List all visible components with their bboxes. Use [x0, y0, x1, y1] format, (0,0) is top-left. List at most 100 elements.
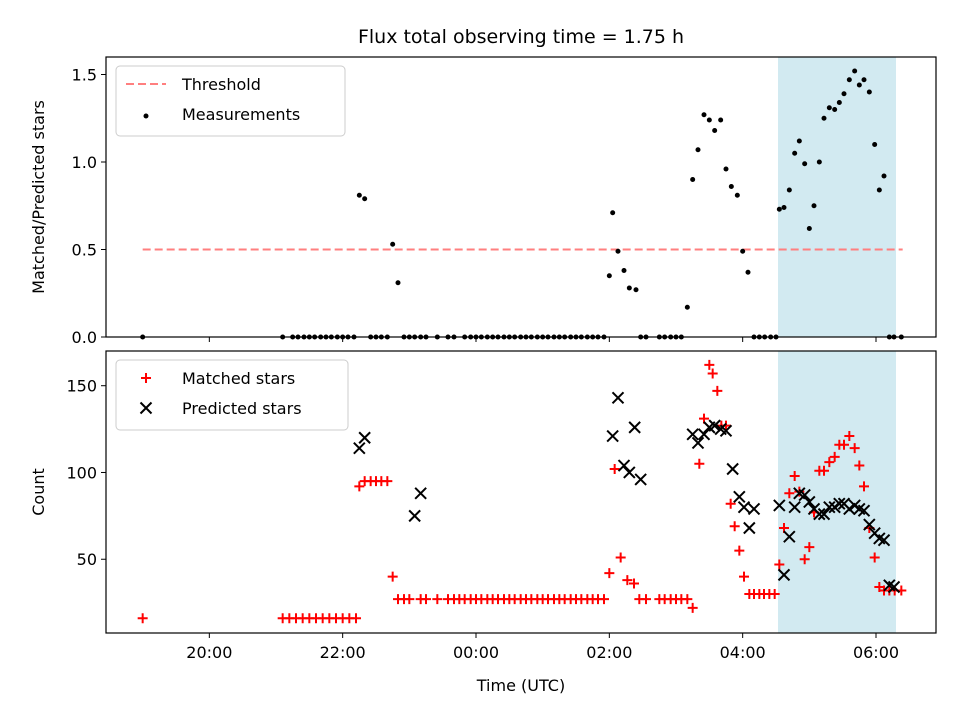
- matched-star-point: [694, 458, 705, 469]
- measurement-point: [395, 280, 401, 286]
- measurement-point: [846, 77, 852, 83]
- matched-star-point: [734, 545, 745, 556]
- matched-star-point: [599, 594, 609, 605]
- x-tick-label: 20:00: [186, 643, 232, 662]
- predicted-star-point: [708, 419, 721, 432]
- predicted-star-point: [833, 497, 846, 510]
- matched-star-point: [824, 457, 835, 468]
- measurement-point: [626, 285, 632, 291]
- measurement-point: [811, 203, 817, 209]
- matched-star-point: [839, 439, 849, 450]
- measurement-point: [806, 226, 812, 231]
- matched-star-point: [829, 451, 840, 462]
- measurement-point: [615, 248, 621, 254]
- measurement-point: [786, 187, 792, 193]
- y-tick-label: 150: [66, 377, 97, 396]
- predicted-star-point: [634, 473, 647, 486]
- measurement-point: [832, 107, 838, 112]
- matched-star-point: [739, 571, 749, 582]
- matched-star-point: [725, 498, 736, 509]
- predicted-star-point: [823, 500, 836, 514]
- matched-star-point: [799, 554, 810, 565]
- measurement-point: [362, 196, 368, 202]
- measurement-point: [816, 159, 822, 165]
- measurement-point: [718, 117, 724, 123]
- x-tick-label: 06:00: [853, 643, 899, 662]
- measurement-point: [792, 150, 798, 156]
- predicted-star-point: [788, 500, 801, 514]
- matched-star-point: [707, 368, 718, 379]
- measurement-point: [852, 68, 858, 74]
- measurement-point: [684, 304, 690, 310]
- measurement-point: [881, 173, 887, 179]
- predicted-star-point: [628, 421, 641, 434]
- predicted-star-point: [863, 518, 876, 531]
- measurement-point: [728, 184, 734, 189]
- matched-star-point: [682, 594, 693, 605]
- measurement-point: [841, 91, 847, 97]
- matched-star-point: [774, 559, 785, 570]
- measurement-point: [826, 105, 832, 111]
- x-tick-label: 22:00: [320, 643, 366, 662]
- predicted-star-point: [877, 533, 891, 547]
- matched-star-point: [641, 594, 651, 605]
- predicted-star-point: [747, 502, 761, 516]
- y-tick-label: 1.5: [72, 66, 97, 85]
- series-matched-stars: [137, 359, 907, 624]
- axes-frame: [105, 350, 937, 634]
- measurement-point: [701, 112, 707, 118]
- predicted-star-point: [617, 459, 631, 472]
- legend-matched-swatch: [141, 373, 151, 383]
- predicted-star-point: [623, 466, 636, 479]
- matched-star-point: [382, 476, 393, 487]
- y-axis-label: Matched/Predicted stars: [29, 100, 48, 294]
- legend-label: Predicted stars: [182, 399, 302, 418]
- predicted-star-point: [686, 428, 699, 441]
- y-tick-label: 0.5: [72, 241, 97, 260]
- matched-star-point: [137, 613, 148, 624]
- y-tick-label: 100: [66, 463, 97, 482]
- matched-star-point: [844, 431, 855, 442]
- x-tick-label: 04:00: [720, 643, 766, 662]
- measurement-point: [356, 192, 362, 198]
- legend-label: Matched stars: [182, 369, 295, 388]
- matched-star-point: [769, 588, 780, 599]
- matched-star-point: [804, 542, 815, 553]
- legend-label: Measurements: [182, 105, 300, 124]
- matched-star-point: [819, 465, 829, 476]
- matched-star-point: [615, 552, 626, 563]
- x-tick-label: 02:00: [586, 643, 632, 662]
- measurement-point: [781, 205, 787, 210]
- matched-star-point: [704, 359, 715, 370]
- measurement-point: [776, 206, 782, 212]
- matched-star-point: [849, 443, 860, 454]
- predicted-star-point: [783, 530, 796, 543]
- x-tick-label: 00:00: [453, 643, 499, 662]
- predicted-star-point: [691, 436, 705, 450]
- measurement-point: [610, 210, 616, 216]
- predicted-star-point: [798, 488, 811, 502]
- measurement-point: [821, 115, 827, 121]
- predicted-star-point: [843, 502, 856, 516]
- matched-star-point: [354, 481, 365, 492]
- measurement-point: [695, 147, 701, 153]
- predicted-star-point: [414, 487, 427, 500]
- predicted-star-point: [887, 580, 901, 594]
- matched-star-point: [712, 385, 723, 396]
- matched-star-point: [604, 568, 615, 579]
- predicted-star-point: [743, 521, 756, 535]
- predicted-star-point: [733, 490, 746, 503]
- matched-star-point: [729, 521, 740, 532]
- y-axis-label: Count: [29, 468, 48, 516]
- measurement-point: [706, 117, 712, 123]
- measurement-point: [690, 177, 696, 182]
- legend-predicted-swatch: [139, 401, 153, 415]
- predicted-star-point: [611, 391, 625, 405]
- matched-star-point: [721, 420, 731, 431]
- series-predicted-stars: [353, 391, 901, 594]
- predicted-star-point: [606, 429, 619, 443]
- x-axis-label: Time (UTC): [476, 676, 565, 695]
- measurement-point: [712, 128, 718, 133]
- matched-star-point: [404, 594, 415, 605]
